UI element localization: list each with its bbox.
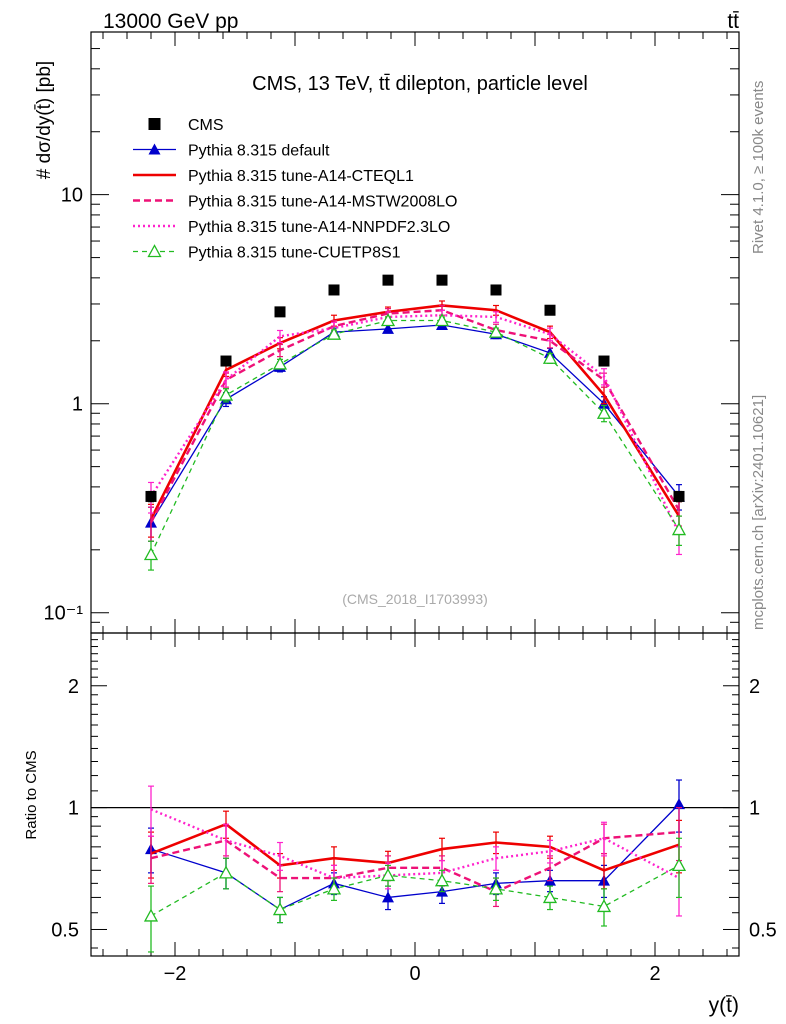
main-ylabel-text: # dσ/dy(t̄) [pb]	[34, 61, 55, 179]
main-data-point	[434, 313, 450, 327]
ratio-data-point	[382, 891, 394, 903]
legend-entry: Pythia 8.315 default	[133, 143, 330, 160]
legend-entry: CMS	[148, 117, 224, 134]
ratio-series-layer	[143, 779, 687, 953]
main-data-data-point	[544, 304, 556, 316]
legend-entry: Pythia 8.315 tune-A14-CTEQL1	[133, 168, 414, 185]
main-panel: 10⁻¹ 1 10 CMS, 13 TeV, tt̄ dilepton, parti…	[34, 31, 740, 634]
ratio-data-point	[671, 858, 687, 872]
main-data-point	[218, 387, 234, 401]
ratio-series-line	[150, 864, 680, 917]
main-data-point	[272, 356, 288, 370]
legend-marker-triangle	[148, 143, 161, 155]
main-series-line	[149, 309, 681, 524]
ratio-data-point	[434, 873, 450, 887]
main-data-point	[596, 405, 612, 419]
y-tick-label-ratio-right: 2	[749, 676, 760, 698]
legend: CMS Pythia 8.315 default Pythia 8.315 tune…	[133, 117, 457, 262]
y-tick-label-ratio-left: 0.5	[51, 919, 79, 941]
legend-label: Pythia 8.315 tune-A14-NNPDF2.3LO	[188, 219, 450, 236]
ratio-axis-ticks: −2 0 2 0.5 0.5 1 1 2 2	[51, 633, 777, 985]
main-data-point	[488, 324, 504, 338]
main-series-line	[149, 314, 681, 534]
ratio-data-point	[218, 865, 234, 879]
mcplots-label: mcplots.cern.ch [arXiv:2401.10621]	[750, 395, 767, 630]
legend-label: Pythia 8.315 tune-CUETP8S1	[188, 245, 401, 262]
main-data-data-point	[436, 274, 448, 286]
main-data-data-point	[598, 355, 610, 367]
legend-label: CMS	[188, 117, 224, 134]
y-tick-label-ratio-left: 1	[68, 798, 79, 820]
ratio-data-point	[488, 881, 504, 895]
main-series-line	[150, 324, 680, 523]
x-tick-label: 2	[649, 963, 660, 985]
y-tick-label-main: 10	[61, 185, 83, 207]
main-series-0	[145, 318, 685, 542]
y-tick-label-ratio-right: 0.5	[749, 919, 777, 941]
ratio-series-line	[150, 830, 680, 893]
main-data-point	[380, 313, 396, 327]
main-data-point	[326, 326, 342, 340]
main-axis-ticks: 10⁻¹ 1 10	[44, 31, 739, 634]
ratio-data-point	[380, 868, 396, 882]
legend-entry: Pythia 8.315 tune-CUETP8S1	[133, 244, 401, 262]
x-tick-label: −2	[164, 963, 187, 985]
ratio-frame	[90, 632, 740, 957]
legend-label: Pythia 8.315 default	[188, 143, 330, 160]
legend-label: Pythia 8.315 tune-A14-MSTW2008LO	[188, 194, 457, 211]
main-data-data-point	[673, 490, 685, 502]
main-data-data-point	[220, 355, 232, 367]
chart-title: CMS, 13 TeV, tt̄ dilepton, particle leve…	[252, 73, 588, 95]
main-series-layer	[143, 274, 687, 571]
main-data-data-point	[382, 274, 394, 286]
ratio-data-point	[143, 908, 159, 922]
ratio-ylabel: Ratio to CMS	[23, 750, 40, 839]
main-data-data-point	[328, 284, 340, 296]
main-data-data-point	[145, 490, 157, 502]
legend-entry: Pythia 8.315 tune-A14-MSTW2008LO	[133, 194, 457, 211]
main-data-data-point	[274, 306, 286, 318]
ratio-series-line	[150, 808, 680, 880]
main-data-point	[143, 547, 159, 561]
ratio-data-point	[673, 798, 685, 810]
main-series-1	[148, 300, 682, 538]
main-data-point	[671, 522, 687, 536]
legend-label: Pythia 8.315 tune-A14-CTEQL1	[188, 168, 414, 185]
analysis-watermark: (CMS_2018_I1703993)	[342, 591, 488, 607]
y-tick-label-main: 10⁻¹	[44, 603, 84, 625]
rivet-label: Rivet 4.1.0, ≥ 100k events	[750, 81, 767, 254]
y-tick-label-ratio-right: 1	[749, 798, 760, 820]
main-ylabel: # dσ/dy(t̄) [pb]	[34, 61, 55, 179]
process-label: tt̄	[727, 10, 739, 33]
legend-marker-open-triangle	[147, 244, 162, 258]
energy-label: 13000 GeV pp	[103, 10, 238, 33]
ratio-data-point	[542, 890, 558, 904]
ratio-data-point	[326, 881, 342, 895]
main-data-series-0	[145, 274, 685, 503]
x-tick-label: 0	[409, 963, 420, 985]
main-data-point	[382, 322, 394, 334]
y-tick-label-ratio-left: 2	[68, 676, 79, 698]
legend-marker-square	[148, 118, 161, 130]
ratio-data-point	[596, 899, 612, 913]
main-data-data-point	[490, 284, 502, 296]
legend-entry: Pythia 8.315 tune-A14-NNPDF2.3LO	[133, 219, 450, 236]
ratio-series-4	[143, 837, 687, 953]
ratio-data-point	[272, 902, 288, 916]
main-series-4	[143, 313, 687, 571]
ratio-series-3	[148, 785, 682, 917]
main-series-3	[148, 309, 682, 556]
main-data-point	[542, 350, 558, 364]
x-axis-label: y(t̄)	[709, 994, 739, 1017]
ratio-ylabel-text: Ratio to CMS	[23, 750, 40, 839]
main-series-2	[148, 304, 682, 542]
main-series-line	[149, 304, 681, 520]
y-tick-label-main: 1	[72, 394, 83, 416]
main-series-line	[150, 319, 680, 555]
ratio-panel: −2 0 2 0.5 0.5 1 1 2 2 Ratio to CMS y(t̄)	[23, 632, 777, 1017]
ratio-series-line	[150, 822, 680, 872]
